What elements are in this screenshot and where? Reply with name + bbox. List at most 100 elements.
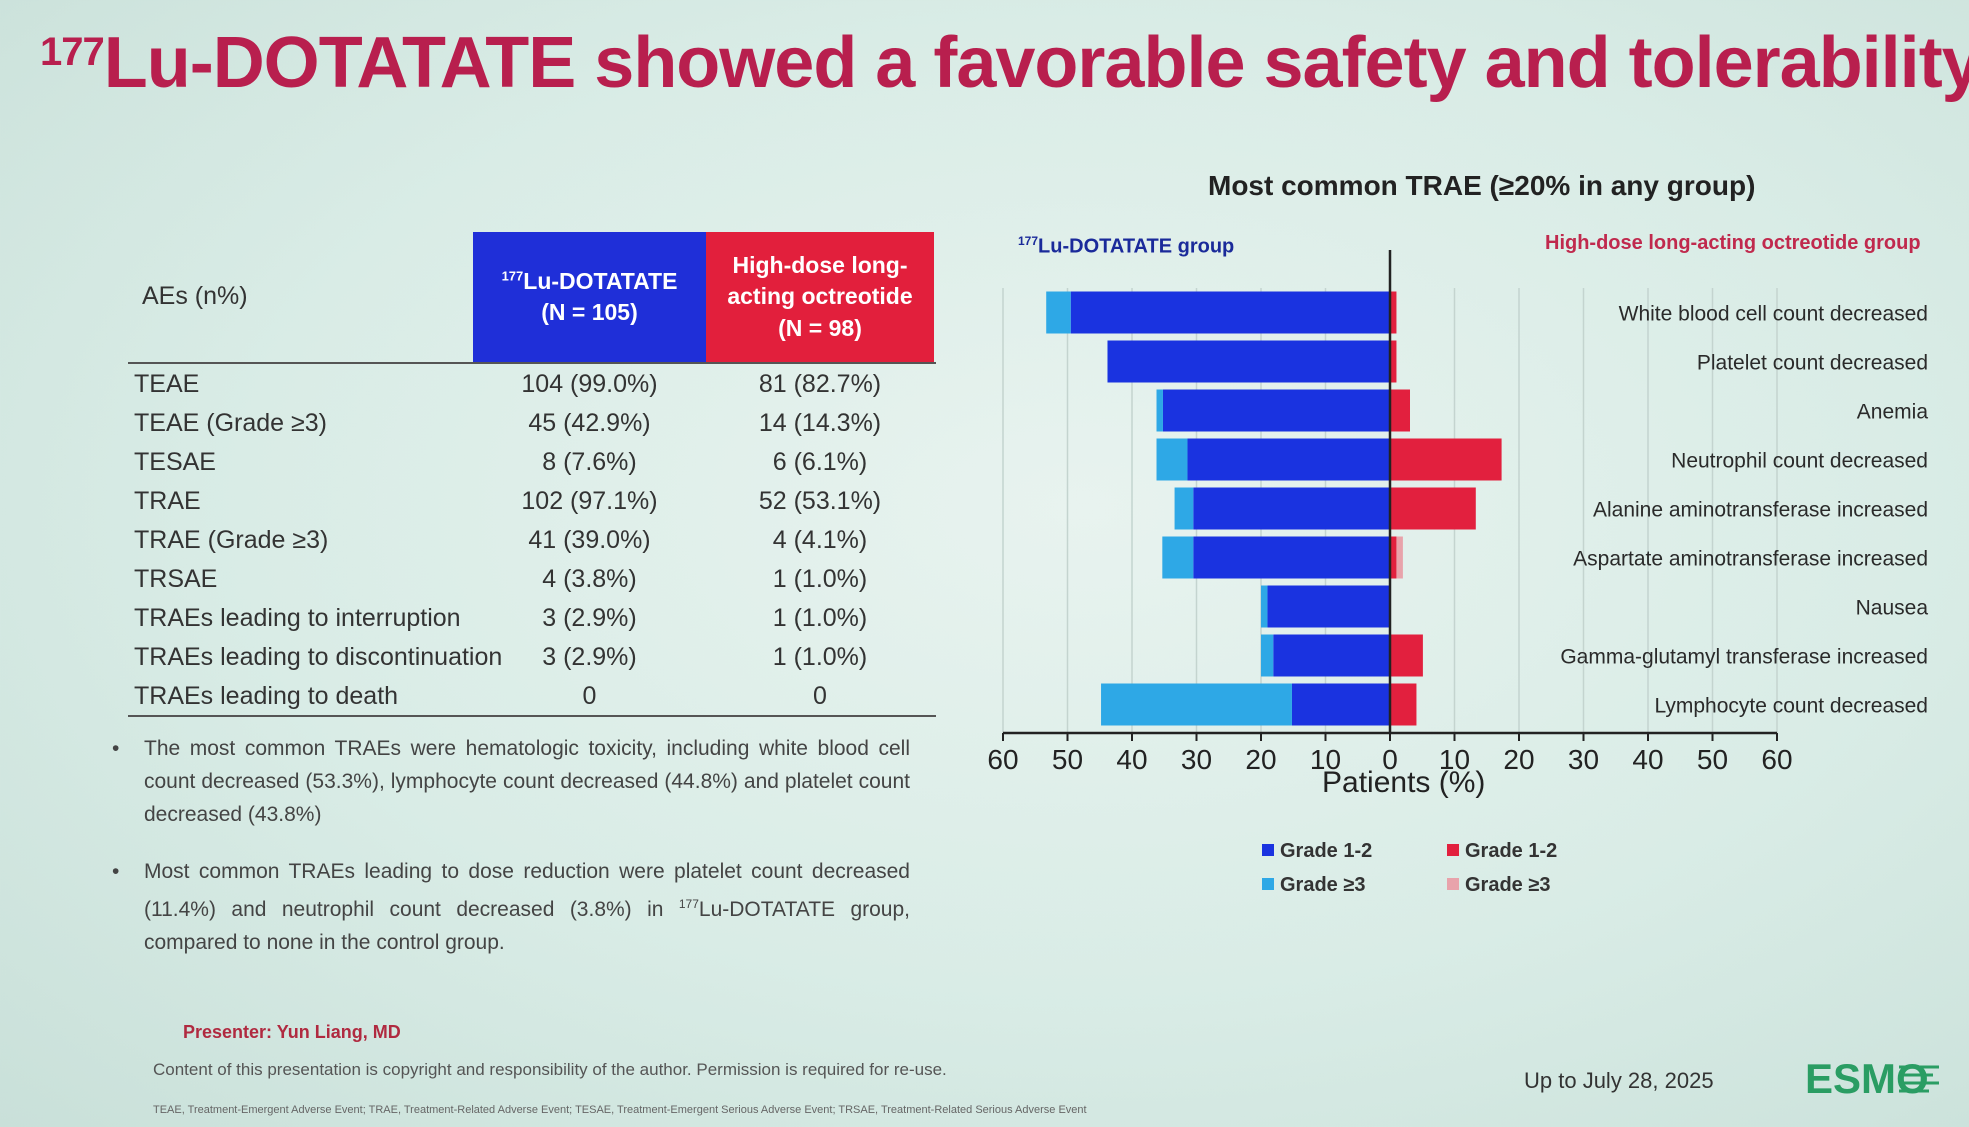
row-lu-value: 41 (39.0%) (528, 526, 651, 554)
category-label: Anemia (1857, 401, 1929, 424)
bullet-hematologic: • The most common TRAEs were hematologic … (110, 732, 910, 831)
legend-oc-grade12: Grade 1-2 (1447, 840, 1557, 863)
row-lu-value: 102 (97.1%) (521, 487, 658, 515)
bar-oct-grade12 (1390, 340, 1397, 383)
category-label: White blood cell count decreased (1619, 303, 1928, 326)
row-label: TRAE (Grade ≥3) (134, 526, 329, 554)
left-group-sup: 177 (1018, 234, 1039, 248)
row-lu-value: 104 (99.0%) (521, 370, 658, 398)
row-oct-value: 6 (6.1%) (772, 448, 868, 476)
table-row: TRAEs leading to interruption 3 (2.9%) 1 (… (128, 598, 936, 637)
adverse-events-table: AEs (n%) 177Lu-DOTATATE (N = 105) High-do… (128, 232, 936, 717)
left-group-text: Lu-DOTATATE group (1038, 235, 1235, 258)
row-oct-value: 52 (53.1%) (758, 487, 882, 515)
table-bottom-rule (128, 715, 936, 717)
bar-lu-grade12 (1267, 585, 1390, 628)
bar-lu-grade3 (1046, 291, 1071, 334)
bullet-2-sup: 177 (678, 897, 699, 911)
header-oc-line2: acting octreotide (727, 283, 913, 310)
row-label: TEAE (134, 370, 200, 398)
table-row: TEAE 104 (99.0%) 81 (82.7%) (128, 364, 936, 403)
category-labels: White blood cell count decreased Platelet… (1560, 303, 1928, 718)
row-lu-value: 45 (42.9%) (528, 409, 651, 437)
esmo-logo: ESMO (1805, 1055, 1939, 1102)
legend-swatch (1447, 878, 1459, 890)
header-lu-sup: 177 (501, 268, 524, 284)
legend-label: Grade 1-2 (1465, 840, 1558, 862)
x-tick-label: 60 (1761, 744, 1792, 775)
bar-lu-grade12 (1162, 389, 1390, 432)
bullet-2-text-b: Lu-DOTATATE group, compared to none in t… (144, 898, 910, 954)
table-body: TEAE 104 (99.0%) 81 (82.7%) TEAE (Grade ≥3)… (128, 364, 936, 715)
header-octreotide: High-dose long-acting octreotide (N = 98) (706, 232, 934, 362)
bar-lu-grade3 (1156, 389, 1163, 432)
bar-lu-grade3 (1156, 438, 1188, 481)
slide-title: 177Lu-DOTATATE showed a favorable safety… (40, 22, 1969, 104)
table-row: TRAE (Grade ≥3) 41 (39.0%) 4 (4.1%) (128, 520, 936, 559)
legend-swatch (1262, 878, 1274, 890)
row-oct-value: 4 (4.1%) (772, 526, 868, 554)
x-tick-label: 60 (987, 744, 1018, 775)
bullet-1-text: The most common TRAEs were hematologic t… (144, 737, 910, 826)
category-label: Platelet count decreased (1697, 352, 1928, 375)
bar-lu-grade12 (1070, 291, 1390, 334)
data-cutoff-date: Up to July 28, 2025 (1524, 1068, 1714, 1093)
table-row: TRSAE 4 (3.8%) 1 (1.0%) (128, 559, 936, 598)
chart-title: Most common TRAE (≥20% in any group) (1208, 170, 1756, 201)
title-text: Lu-DOTATATE showed a favorable safety an… (103, 23, 1969, 103)
row-label: TRAEs leading to death (134, 682, 399, 710)
bar-lu-grade12 (1107, 340, 1390, 383)
row-oct-value: 81 (82.7%) (758, 370, 882, 398)
bar-lu-grade3 (1261, 634, 1274, 677)
row-oct-value: 1 (1.0%) (772, 604, 868, 632)
bar-oct-grade12 (1390, 438, 1502, 481)
bullet-marker: • (112, 737, 120, 760)
row-oct-value: 1 (1.0%) (772, 565, 868, 593)
bar-oct-grade12 (1390, 389, 1410, 432)
legend-swatch (1447, 844, 1459, 856)
bar-lu-grade12 (1273, 634, 1390, 677)
table-row: TRAE 102 (97.1%) 52 (53.1%) (128, 481, 936, 520)
esmo-logo-text: ESMO (1805, 1055, 1929, 1102)
row-oct-value: 14 (14.3%) (758, 409, 882, 437)
category-label: Alanine aminotransferase increased (1593, 499, 1928, 522)
x-tick-label: 10 (1310, 744, 1341, 775)
row-label: TRSAE (134, 565, 218, 593)
bar-oct-grade12 (1390, 291, 1397, 334)
legend-swatch (1262, 844, 1274, 856)
esmo-logo-lines (1899, 1065, 1939, 1093)
header-oc-line1: High-dose long- (732, 252, 908, 279)
table-row: TEAE (Grade ≥3) 45 (42.9%) 14 (14.3%) (128, 403, 936, 442)
title-superscript: 177 (40, 30, 105, 74)
x-tick-label: 0 (1382, 744, 1398, 775)
row-lu-value: 8 (7.6%) (542, 448, 637, 476)
x-tick-label: 30 (1181, 744, 1212, 775)
left-group-label: 177Lu-DOTATATE group (1018, 234, 1234, 259)
table-row: TRAEs leading to discontinuation 3 (2.9%)… (128, 637, 936, 676)
row-label: TESAE (134, 448, 216, 476)
bar-lu-grade3 (1174, 487, 1194, 530)
bullet-2-text-a: Most common TRAEs leading to dose reduct… (144, 860, 910, 921)
category-label: Neutrophil count decreased (1671, 450, 1928, 473)
legend-label: Grade 1-2 (1280, 840, 1373, 862)
header-lu-line2: (N = 105) (541, 299, 638, 325)
bar-lu-grade12 (1193, 536, 1390, 579)
presenter-name: Presenter: Yun Liang, MD (183, 1022, 401, 1042)
bullet-marker: • (112, 860, 120, 883)
row-lu-value: 0 (582, 682, 597, 710)
header-aes: AEs (n%) (142, 282, 248, 310)
row-label: TEAE (Grade ≥3) (134, 409, 327, 437)
row-oct-value: 1 (1.0%) (772, 643, 868, 671)
legend-oc-grade3: Grade ≥3 (1447, 874, 1550, 897)
header-lu-line1: Lu-DOTATATE (523, 267, 678, 294)
bar-lu-grade3 (1261, 585, 1268, 628)
legend-lu-grade12: Grade 1-2 (1262, 840, 1372, 863)
bar-lu-grade3 (1101, 683, 1292, 726)
bullet-dose-reduction: • Most common TRAEs leading to dose reduc… (110, 855, 910, 959)
category-label: Gamma-glutamyl transferase increased (1560, 646, 1928, 669)
bars (1046, 291, 1502, 726)
x-tick-label: 50 (1052, 744, 1083, 775)
header-lu-dotatate: 177Lu-DOTATATE (N = 105) (473, 232, 706, 362)
category-label: Nausea (1856, 597, 1929, 620)
row-label: TRAEs leading to discontinuation (134, 643, 503, 671)
